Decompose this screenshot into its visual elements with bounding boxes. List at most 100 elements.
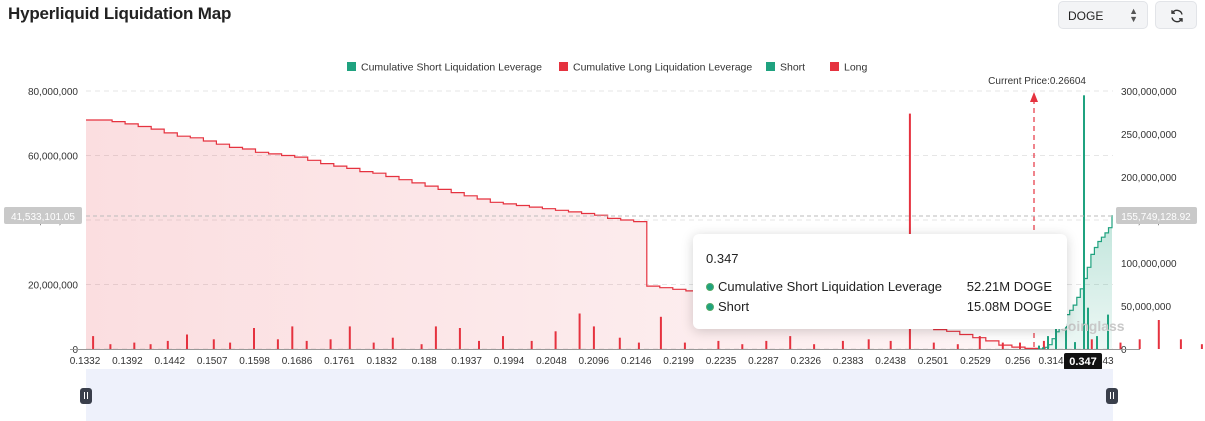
long-bar <box>530 340 533 349</box>
y-right-tick-label: 200,000,000 <box>1121 173 1177 184</box>
long-bar <box>305 340 308 349</box>
series-dot-icon <box>706 303 714 311</box>
legend-label: Long <box>844 62 868 74</box>
tooltip-row-value: 15.08M DOGE <box>966 299 1052 314</box>
long-bar <box>502 336 504 349</box>
tooltip-title: 0.347 <box>706 251 739 266</box>
long-bar <box>92 336 95 349</box>
crosshair-x-label-bg <box>1064 353 1102 370</box>
tooltip-row-value: 52.21M DOGE <box>966 279 1052 294</box>
x-tick-label: 0.1937 <box>451 356 482 367</box>
long-bar <box>637 342 640 349</box>
long-bar <box>1019 342 1021 349</box>
short-bar <box>1055 324 1057 349</box>
long-bar <box>229 342 232 349</box>
crosshair-left-label: 41,533,101.05 <box>11 212 75 223</box>
y-right-tick-label: 300,000,000 <box>1121 87 1177 98</box>
legend-label: Short <box>780 62 805 74</box>
short-bar <box>1107 314 1109 349</box>
x-tick-label: 0.2199 <box>663 356 694 367</box>
short-bar <box>1042 347 1044 349</box>
long-bar <box>932 342 935 349</box>
tooltip-row-label: Short <box>718 299 750 314</box>
x-tick-label: 0.1442 <box>155 356 186 367</box>
long-bar <box>1138 339 1141 349</box>
y-left-tick-label: 60,000,000 <box>28 152 78 163</box>
long-bar <box>434 326 437 349</box>
legend-label: Cumulative Long Liquidation Leverage <box>573 62 752 74</box>
long-bar <box>789 336 792 349</box>
long-bar <box>348 326 351 349</box>
long-bar <box>329 339 332 349</box>
range-handle-left[interactable] <box>80 388 92 404</box>
long-bar <box>276 339 279 349</box>
x-tick-label: 0.2235 <box>706 356 737 367</box>
long-bar <box>741 344 744 349</box>
long-bar <box>291 326 294 349</box>
x-tick-label: 0.2438 <box>875 356 906 367</box>
page-title: Hyperliquid Liquidation Map <box>8 4 232 23</box>
long-bar <box>1157 320 1160 349</box>
x-tick-label: 43 <box>1102 356 1114 367</box>
chart-tooltip: 0.347 Cumulative Short Liquidation Lever… <box>693 234 1067 329</box>
long-bar <box>978 336 981 349</box>
x-tick-label: 0.2287 <box>748 356 779 367</box>
long-bar <box>841 340 844 349</box>
crosshair-right-label-bg <box>1116 207 1197 224</box>
long-bar <box>1090 339 1093 349</box>
long-bar <box>908 113 911 349</box>
long-bar <box>1119 342 1122 349</box>
y-left-tick-label: 80,000,000 <box>28 87 78 98</box>
x-tick-label: 0.1392 <box>112 356 143 367</box>
short-bar <box>1047 336 1049 349</box>
long-bar <box>889 340 892 349</box>
x-tick-label: 0.1994 <box>494 356 525 367</box>
x-tick-label: 0.1507 <box>197 356 228 367</box>
range-navigator[interactable] <box>86 369 1113 421</box>
tooltip-row: Short 15.08M DOGE <box>706 299 1052 315</box>
long-bar <box>592 326 595 349</box>
long-bar <box>133 342 136 349</box>
x-tick-label: 0.2383 <box>833 356 864 367</box>
coin-select-value: DOGE <box>1068 9 1104 23</box>
short-bar <box>1083 95 1085 349</box>
x-tick-label: 0.1686 <box>282 356 313 367</box>
legend-swatch <box>830 62 839 71</box>
cumulative-short-area <box>1038 215 1112 349</box>
long-bar <box>1042 340 1045 349</box>
legend-swatch <box>559 62 568 71</box>
range-handle-right[interactable] <box>1106 388 1118 404</box>
long-bar <box>458 328 461 349</box>
crosshair-left-label-bg <box>4 207 82 224</box>
long-bar <box>109 344 112 349</box>
series-dot-icon <box>706 283 714 291</box>
x-tick-label: 0.2096 <box>579 356 610 367</box>
long-bar <box>1001 342 1004 349</box>
x-tick-label: 0.1832 <box>367 356 398 367</box>
long-bar <box>765 340 768 349</box>
long-bar <box>1179 339 1182 349</box>
y-right-tick-label: 250,000,000 <box>1121 130 1177 141</box>
long-bar <box>186 334 188 349</box>
refresh-button[interactable] <box>1155 1 1197 29</box>
long-bar <box>212 339 215 349</box>
x-tick-label: 0.188 <box>412 356 437 367</box>
long-bar <box>867 339 870 349</box>
x-tick-label: 0.1598 <box>239 356 270 367</box>
crosshair-right-label: 155,749,128.92 <box>1121 212 1191 223</box>
x-tick-label: 0.1332 <box>70 356 101 367</box>
refresh-icon <box>1171 9 1183 23</box>
long-bar <box>372 342 375 349</box>
current-price-label: Current Price:0.26604 <box>988 76 1086 87</box>
coin-select[interactable]: DOGE ▲ ▼ <box>1058 1 1148 29</box>
legend-swatch <box>347 62 356 71</box>
long-bar <box>253 328 255 349</box>
legend-swatch <box>766 62 775 71</box>
tooltip-row: Cumulative Short Liquidation Leverage 52… <box>706 279 1052 295</box>
y-right-tick-label: 0 <box>1121 345 1127 356</box>
x-tick-label: 0.256 <box>1005 356 1030 367</box>
cumulative-long-area <box>86 120 1038 349</box>
long-bar <box>578 313 581 349</box>
cumulative-short-line <box>1038 215 1113 350</box>
